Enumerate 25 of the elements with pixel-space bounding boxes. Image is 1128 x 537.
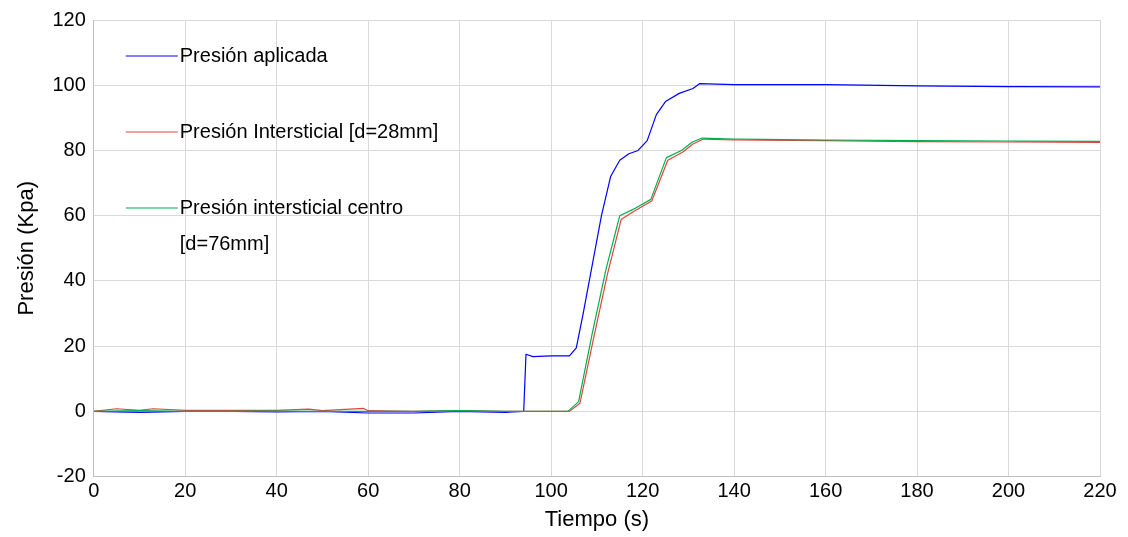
x-tick-label: 220 [1083, 479, 1117, 502]
x-tick-label: 120 [625, 479, 660, 502]
x-tick-label: 80 [448, 479, 471, 502]
y-tick-label: 60 [63, 203, 86, 226]
x-tick-label: 140 [717, 479, 751, 502]
y-tick-label: 100 [52, 72, 86, 95]
x-tick-label: 200 [991, 479, 1026, 502]
y-tick-label: 120 [52, 7, 86, 30]
x-axis-title: Tiempo (s) [544, 505, 650, 531]
legend-label: Presión intersticial centro [d=76mm] [179, 195, 404, 254]
y-tick-label: -20 [56, 464, 86, 487]
y-tick-label: 80 [63, 137, 86, 160]
x-tick-label: 180 [900, 479, 934, 502]
x-tick-label: 100 [534, 479, 568, 502]
y-axis-title: Presión (Kpa) [13, 181, 39, 316]
x-tick-label: 40 [265, 479, 288, 502]
x-tick-label: 60 [357, 479, 380, 502]
legend-label: Presión aplicada [179, 43, 329, 66]
y-tick-label: 40 [63, 268, 86, 291]
x-tick-label: 0 [88, 479, 100, 502]
legend-label: Presión Intersticial [d=28mm] [179, 119, 439, 142]
x-tick-label: 20 [174, 479, 197, 502]
x-tick-label: 160 [808, 479, 843, 502]
y-tick-label: 0 [74, 398, 86, 421]
y-tick-label: 20 [63, 333, 86, 356]
